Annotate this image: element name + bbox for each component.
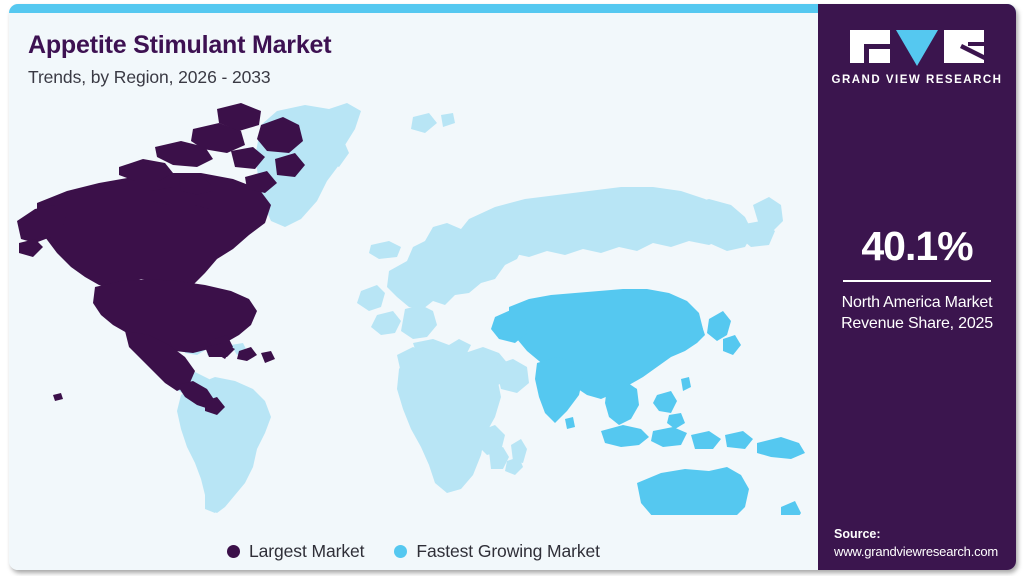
legend-label-largest-market: Largest Market: [249, 541, 365, 561]
map-legend: Largest Market Fastest Growing Market: [9, 541, 818, 562]
source-label: Source:: [834, 527, 881, 541]
source-block: Source: www.grandviewresearch.com: [834, 525, 1016, 562]
stat-caption: North America Market Revenue Share, 2025: [818, 292, 1016, 334]
logo-v-icon: [896, 30, 938, 66]
logo-wordmark: GRAND VIEW RESEARCH: [831, 74, 1003, 86]
dot-icon: [227, 545, 241, 558]
stat-caption-line2: Revenue Share, 2025: [841, 314, 993, 332]
legend-label-fastest-growing-market: Fastest Growing Market: [416, 541, 600, 561]
infographic-card: Appetite Stimulant Market Trends, by Reg…: [9, 4, 1016, 570]
stat-block: 40.1% North America Market Revenue Share…: [818, 226, 1016, 334]
stat-caption-line1: North America Market: [841, 293, 993, 311]
sidebar-panel: GRAND VIEW RESEARCH 40.1% North America …: [818, 4, 1016, 570]
stat-value: 40.1%: [861, 223, 973, 269]
page-title: Appetite Stimulant Market: [28, 31, 332, 59]
logo-r-icon: [944, 30, 984, 63]
source-url[interactable]: www.grandviewresearch.com: [834, 544, 999, 560]
logo-marks: [850, 30, 984, 66]
top-accent-bar: [9, 4, 1016, 13]
map-region-largest: [17, 103, 305, 415]
legend-item-largest-market: Largest Market: [227, 541, 364, 562]
world-map-svg: [17, 103, 805, 515]
stat-divider: [843, 280, 991, 282]
legend-item-fastest-growing-market: Fastest Growing Market: [394, 541, 600, 562]
world-map: [9, 95, 818, 515]
map-region-fastest-growing: [491, 289, 805, 515]
brand-logo: GRAND VIEW RESEARCH: [818, 30, 1016, 86]
logo-g-icon: [850, 30, 890, 63]
dot-icon: [394, 545, 408, 558]
map-panel: Appetite Stimulant Market Trends, by Reg…: [9, 13, 818, 570]
title-block: Appetite Stimulant Market Trends, by Reg…: [28, 31, 628, 88]
page-subtitle: Trends, by Region, 2026 - 2033: [28, 66, 271, 87]
